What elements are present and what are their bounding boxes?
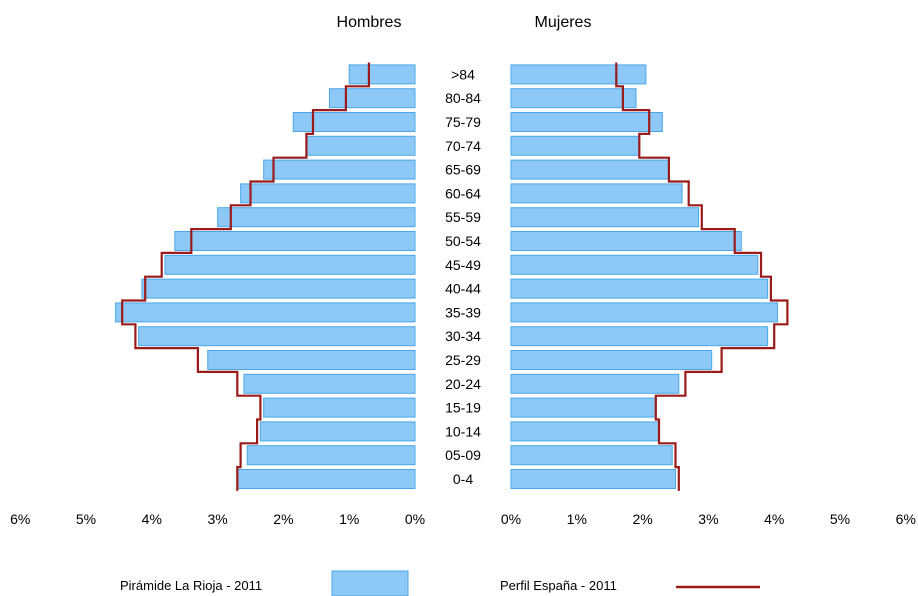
x-tick-hombres-2: 2% [273,511,293,527]
bar-mujeres-04 [510,469,676,489]
age-label-2529: 25-29 [445,352,481,368]
bar-hombres-7074 [305,135,416,156]
bar-mujeres-84 [510,64,647,85]
bar-hombres-04 [236,469,416,489]
bars-hombres [115,64,416,489]
legend-swatch-rioja [331,570,409,596]
legend: Pirámide La Rioja - 2011 Perfil España -… [120,570,760,596]
bar-mujeres-4044 [510,278,769,299]
profile-line-mujeres [615,62,789,491]
age-label-5559: 55-59 [445,209,481,225]
bar-mujeres-7074 [510,135,640,156]
x-tick-mujeres-6: 6% [896,511,916,527]
bar-hombres-5054 [174,231,416,251]
bar-mujeres-6569 [510,159,670,180]
x-ticks-hombres: 0% 1% 2% 3% 4% 5% 6% [10,511,425,527]
profile-lines [121,62,789,491]
bars-mujeres [510,64,778,489]
age-label-6064: 60-64 [445,185,481,201]
x-tick-mujeres-5: 5% [830,511,850,527]
bar-hombres-1014 [259,421,416,442]
bar-mujeres-7579 [510,112,663,132]
bar-mujeres-4549 [510,254,759,275]
panel-title-hombres: Hombres [337,14,402,31]
age-labels: 0-4 05-09 10-14 15-19 20-24 25-29 30-34 35-39 40… [445,66,481,487]
legend-label-rioja: Pirámide La Rioja - 2011 [120,578,262,593]
age-label-1014: 10-14 [445,423,481,439]
panel-title-mujeres: Mujeres [535,14,592,31]
bar-hombres-84 [348,64,416,85]
profile-line-hombres [121,62,370,491]
age-label-4549: 45-49 [445,257,481,273]
bar-hombres-2529 [207,350,416,370]
bar-mujeres-3539 [510,302,778,323]
bar-hombres-0509 [246,445,416,466]
age-label-4044: 40-44 [445,281,481,297]
bar-mujeres-2024 [510,373,680,394]
bar-hombres-3539 [115,302,416,323]
age-label-04: 0-4 [453,471,473,487]
x-tick-hombres-1: 1% [339,511,359,527]
bar-hombres-8084 [328,88,416,109]
bar-hombres-4044 [141,278,416,299]
x-tick-hombres-4: 4% [142,511,162,527]
bar-hombres-3034 [138,326,416,347]
bar-mujeres-1014 [510,421,660,442]
bar-hombres-2024 [243,373,416,394]
legend-label-espana: Perfil España - 2011 [500,578,617,593]
bar-mujeres-5559 [510,207,700,228]
age-label-5054: 50-54 [445,233,481,249]
bar-mujeres-5054 [510,231,742,251]
bar-hombres-4549 [164,254,416,275]
bar-mujeres-2529 [510,350,713,370]
x-tick-hombres-5: 5% [76,511,96,527]
x-tick-mujeres-2: 2% [632,511,652,527]
age-label-84: >84 [451,66,475,82]
age-label-1519: 15-19 [445,400,481,416]
x-tick-hombres-0: 0% [405,511,425,527]
age-label-3539: 35-39 [445,304,481,320]
age-label-8084: 80-84 [445,90,481,106]
x-ticks-mujeres: 0% 1% 2% 3% 4% 5% 6% [501,511,916,527]
age-label-7579: 75-79 [445,114,481,130]
bar-mujeres-3034 [510,326,769,347]
age-label-6569: 65-69 [445,162,481,178]
age-label-0509: 05-09 [445,447,481,463]
age-label-3034: 30-34 [445,328,481,344]
x-tick-hombres-3: 3% [207,511,227,527]
bar-hombres-7579 [292,112,416,132]
x-tick-mujeres-1: 1% [567,511,587,527]
age-label-2024: 20-24 [445,376,481,392]
age-label-7074: 70-74 [445,138,481,154]
bar-hombres-6064 [240,183,416,204]
bar-mujeres-8084 [510,88,637,109]
x-tick-mujeres-4: 4% [764,511,784,527]
x-tick-mujeres-0: 0% [501,511,521,527]
bar-mujeres-6064 [510,183,683,204]
bar-hombres-6569 [263,159,416,180]
x-tick-hombres-6: 6% [10,511,30,527]
bar-hombres-5559 [217,207,416,228]
bar-hombres-1519 [263,397,416,418]
bar-mujeres-0509 [510,445,673,466]
x-tick-mujeres-3: 3% [698,511,718,527]
bar-mujeres-1519 [510,397,657,418]
